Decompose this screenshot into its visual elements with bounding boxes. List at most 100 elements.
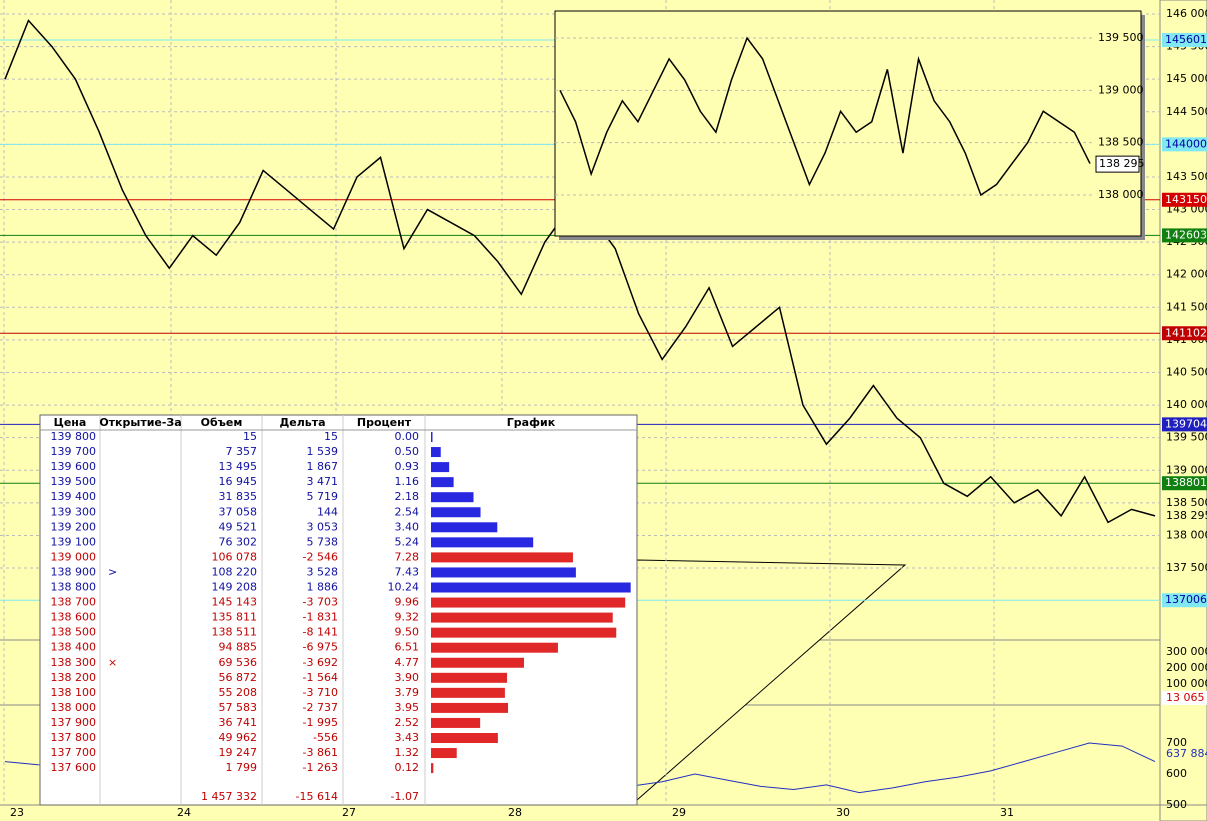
percent-cell: 3.43 xyxy=(395,731,420,744)
total-cell: 1 457 332 xyxy=(201,790,257,803)
percent-bar xyxy=(431,733,498,743)
inset xyxy=(554,10,1142,237)
level-label: 137006. xyxy=(1165,593,1207,606)
delta-cell: 1 867 xyxy=(307,460,339,473)
percent-cell: 0.93 xyxy=(395,460,420,473)
volume-cell: 19 247 xyxy=(219,746,258,759)
table-header: Процент xyxy=(357,416,412,429)
inset-tick-label: 139 500 xyxy=(1098,31,1144,44)
volume-cell: 36 741 xyxy=(219,716,258,729)
delta-cell: 5 719 xyxy=(307,490,339,503)
level-label: 139704. xyxy=(1165,417,1207,430)
inset-last-label: 138 295 xyxy=(1099,157,1145,170)
percent-bar xyxy=(431,477,454,488)
level-label-box xyxy=(1162,228,1207,243)
volume-cell: 149 208 xyxy=(212,581,258,594)
delta-cell: -1 564 xyxy=(303,671,338,684)
indicator-last-label: 637 884 xyxy=(1166,747,1207,760)
last-price-label: 138 295 xyxy=(1166,509,1207,522)
percent-cell: 0.12 xyxy=(395,761,420,774)
price-tick-label: 138 500 xyxy=(1166,496,1207,509)
price-tick-label: 137 500 xyxy=(1166,561,1207,574)
percent-bar xyxy=(431,537,534,548)
percent-bar xyxy=(431,642,558,653)
volume-cell: 1 799 xyxy=(226,761,258,774)
price-tick-label: 139 000 xyxy=(1166,463,1207,476)
delta-cell: -3 710 xyxy=(303,686,338,699)
delta-cell: -1 995 xyxy=(303,716,338,729)
volume-cell: 49 521 xyxy=(219,520,258,533)
volume-cell: 56 872 xyxy=(219,671,258,684)
level-label: 144000. xyxy=(1165,137,1207,150)
volume-cell: 69 536 xyxy=(219,656,258,669)
level-label-box xyxy=(1162,476,1207,491)
delta-cell: 3 471 xyxy=(307,475,339,488)
delta-cell: -6 975 xyxy=(303,641,338,654)
price-cell: 138 800 xyxy=(51,581,97,594)
level-label-box xyxy=(1162,326,1207,341)
level-label-box xyxy=(1162,137,1207,152)
percent-bar xyxy=(431,672,508,683)
price-cell: 139 000 xyxy=(51,550,97,563)
price-cell: 139 700 xyxy=(51,445,97,458)
date-label: 29 xyxy=(672,806,686,819)
price-cell: 137 700 xyxy=(51,746,97,759)
volume-cell: 108 220 xyxy=(212,565,258,578)
price-cell: 139 200 xyxy=(51,520,97,533)
price-cell: 137 900 xyxy=(51,716,97,729)
volume-cell: 57 583 xyxy=(219,701,258,714)
date-label: 23 xyxy=(10,806,24,819)
price-cell: 138 700 xyxy=(51,596,97,609)
percent-cell: 2.52 xyxy=(395,716,420,729)
percent-cell: 7.28 xyxy=(395,550,420,563)
level-label: 138801. xyxy=(1165,476,1207,489)
delta-cell: -556 xyxy=(313,731,338,744)
volume-cell: 37 058 xyxy=(219,505,258,518)
volume-cell: 94 885 xyxy=(219,641,258,654)
volume-cell: 76 302 xyxy=(219,535,258,548)
volume-cell: 13 495 xyxy=(219,460,258,473)
volume-cell: 55 208 xyxy=(219,686,258,699)
price-tick-label: 145 000 xyxy=(1166,72,1207,85)
open-marker: × xyxy=(108,656,117,669)
volume-cell: 49 962 xyxy=(219,731,258,744)
price-cell: 138 200 xyxy=(51,671,97,684)
price-tick-label: 142 000 xyxy=(1166,268,1207,281)
percent-cell: 3.40 xyxy=(395,520,420,533)
delta-cell: -1 831 xyxy=(303,611,338,624)
delta-cell: -3 861 xyxy=(303,746,338,759)
volume-cell: 106 078 xyxy=(212,550,258,563)
price-cell: 139 300 xyxy=(51,505,97,518)
date-label: 30 xyxy=(836,806,850,819)
delta-cell: -3 692 xyxy=(303,656,338,669)
percent-cell: 0.50 xyxy=(395,445,420,458)
percent-cell: 9.32 xyxy=(395,611,420,624)
total-cell: -15 614 xyxy=(296,790,338,803)
percent-cell: 5.24 xyxy=(395,535,420,548)
percent-cell: 3.90 xyxy=(395,671,420,684)
volume-last-label: 13 065 xyxy=(1166,691,1205,704)
percent-bar xyxy=(431,627,617,638)
price-tick-label: 138 000 xyxy=(1166,528,1207,541)
percent-bar xyxy=(431,552,573,563)
table-header: Объем xyxy=(201,416,243,429)
percent-bar xyxy=(431,582,631,593)
percent-cell: 1.16 xyxy=(395,475,420,488)
delta-cell: -2 546 xyxy=(303,550,338,563)
delta-cell: 3 053 xyxy=(307,520,339,533)
price-cell: 137 600 xyxy=(51,761,97,774)
percent-bar xyxy=(431,717,481,728)
percent-cell: 6.51 xyxy=(395,641,420,654)
price-tick-label: 141 500 xyxy=(1166,300,1207,313)
price-cell: 139 400 xyxy=(51,490,97,503)
price-tick-label: 144 500 xyxy=(1166,105,1207,118)
price-cell: 138 400 xyxy=(51,641,97,654)
delta-cell: -3 703 xyxy=(303,596,338,609)
indicator-tick-label: 600 xyxy=(1166,767,1187,780)
delta-cell: -2 737 xyxy=(303,701,338,714)
price-tick-label: 140 500 xyxy=(1166,365,1207,378)
price-tick-label: 140 000 xyxy=(1166,398,1207,411)
price-cell: 138 300 xyxy=(51,656,97,669)
level-label: 143150 xyxy=(1165,193,1207,206)
percent-bar xyxy=(431,612,613,623)
